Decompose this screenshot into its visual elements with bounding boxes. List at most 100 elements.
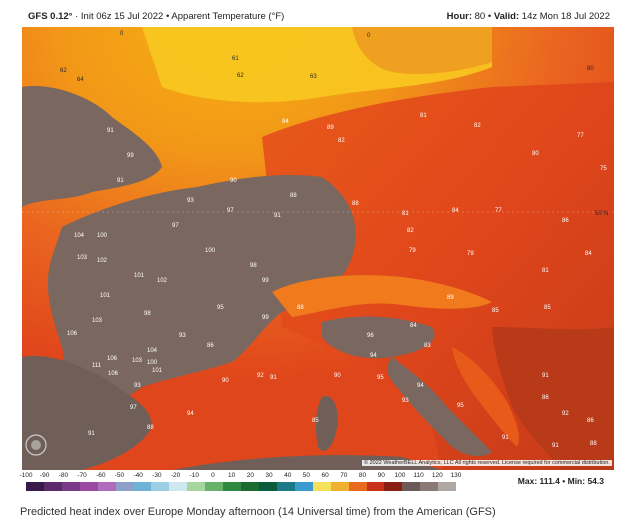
temperature-label: 79 <box>409 248 416 254</box>
north-africa <box>172 455 442 470</box>
iberia-land <box>22 356 152 470</box>
temperature-label: 62 <box>237 73 244 79</box>
scale-tick-label: 60 <box>321 472 329 479</box>
temperature-label: 93 <box>187 198 194 204</box>
france-land <box>47 175 356 412</box>
scale-bar <box>26 482 457 491</box>
denmark-land <box>352 27 492 74</box>
scale-color-swatch <box>223 482 242 491</box>
temperature-label: 101 <box>152 368 163 374</box>
scale-color-swatch <box>187 482 206 491</box>
min-value: 54.3 <box>587 476 604 486</box>
temperature-label: 80 <box>532 151 539 157</box>
scale-tick-label: 100 <box>394 472 406 479</box>
scale-color-swatch <box>330 482 349 491</box>
scale-tick-label: 90 <box>377 472 385 479</box>
scale-color-swatch <box>79 482 98 491</box>
copyright-notice: © 2022 WeatherBELL Analytics, LLC All ri… <box>362 460 612 466</box>
temperature-labels: 0 0 61 62 63 62 64 80 77 80 75 81 82 84 89 82 91 99 91 90 88… <box>60 31 607 449</box>
temperature-label: 90 <box>222 378 229 384</box>
alps-ridge <box>272 275 492 317</box>
model-name: GFS 0.12° <box>28 11 73 22</box>
scale-tick-label: 50 <box>302 472 311 479</box>
temperature-label: 93 <box>134 383 141 389</box>
temperature-label: 88 <box>297 305 304 311</box>
temperature-label: 85 <box>544 305 551 311</box>
scale-color-swatch <box>312 482 331 491</box>
scale-tick-label: -10 <box>189 472 199 479</box>
scale-tick-label: 10 <box>228 472 236 479</box>
temperature-label: 88 <box>147 425 154 431</box>
italy-north <box>322 316 435 359</box>
temperature-label: 100 <box>205 248 216 254</box>
header-left: GFS 0.12° · Init 06z 15 Jul 2022 • Appar… <box>28 11 285 22</box>
temperature-label: 82 <box>474 123 481 129</box>
temperature-label: 91 <box>542 373 549 379</box>
temperature-label: 101 <box>134 273 145 279</box>
weatherbell-logo <box>25 434 47 456</box>
temperature-label: 99 <box>127 153 134 159</box>
scale-color-swatch <box>294 482 313 491</box>
scale-color-swatch <box>348 482 367 491</box>
temperature-label: 94 <box>417 383 424 389</box>
hour-label: Hour: <box>446 11 472 22</box>
temperature-label: 95 <box>217 305 224 311</box>
scale-color-swatch <box>205 482 224 491</box>
temperature-label: 85 <box>312 418 319 424</box>
valid-label: Valid: <box>493 11 520 22</box>
temperature-label: 84 <box>410 323 417 329</box>
hour-value: 80 <box>474 11 486 22</box>
temperature-label: 83 <box>424 343 431 349</box>
temperature-label: 77 <box>577 133 584 139</box>
temperature-label: 81 <box>402 211 409 217</box>
temperature-label: 106 <box>67 331 78 337</box>
parameter-name: Apparent Temperature (°F) <box>171 11 285 22</box>
map-header: GFS 0.12° · Init 06z 15 Jul 2022 • Appar… <box>22 10 614 24</box>
temperature-label: 104 <box>147 348 158 354</box>
scale-color-swatch <box>402 482 421 491</box>
init-time: Init 06z 15 Jul 2022 <box>80 11 164 22</box>
temperature-label: 81 <box>420 113 427 119</box>
temperature-label: 101 <box>100 293 111 299</box>
temperature-label: 84 <box>585 251 592 257</box>
scale-tick-label: 110 <box>413 472 424 479</box>
temperature-label: 91 <box>274 213 281 219</box>
temperature-label: 103 <box>92 318 103 324</box>
scale-tick-label: 80 <box>358 472 367 479</box>
scale-tick-label: -100 <box>19 472 33 479</box>
valid-value: 14z Mon 18 Jul 2022 <box>521 11 610 22</box>
scale-color-swatch <box>151 482 170 491</box>
temperature-label: 62 <box>60 68 67 74</box>
scale-tick-label: -20 <box>170 472 181 479</box>
temperature-label: 102 <box>157 278 168 284</box>
temperature-label: 90 <box>334 373 341 379</box>
latitude-label: 50°N <box>595 211 608 217</box>
temperature-label: 0 <box>120 31 124 37</box>
temperature-label: 86 <box>562 218 569 224</box>
temperature-label: 89 <box>327 125 334 131</box>
scale-tick-label: -80 <box>58 472 69 479</box>
temperature-label: 64 <box>77 77 84 83</box>
temperature-label: 98 <box>144 311 151 317</box>
scale-color-swatch <box>61 482 80 491</box>
temperature-label: 102 <box>97 258 108 264</box>
temperature-label: 97 <box>172 223 179 229</box>
min-label: Min: <box>567 476 586 486</box>
temperature-label: 91 <box>117 178 124 184</box>
temperature-label: 103 <box>132 358 143 364</box>
temperature-label: 61 <box>232 56 239 62</box>
temperature-label: 86 <box>542 395 549 401</box>
temperature-label: 75 <box>600 166 607 172</box>
temperature-label: 88 <box>590 441 597 447</box>
temperature-label: 84 <box>282 119 289 125</box>
temperature-label: 95 <box>457 403 464 409</box>
scale-color-swatch <box>115 482 134 491</box>
scale-tick-label: 20 <box>246 472 254 479</box>
temperature-label: 90 <box>230 178 237 184</box>
scale-color-swatch <box>420 482 439 491</box>
temperature-label: 95 <box>377 375 384 381</box>
max-label: Max: <box>517 476 538 486</box>
temperature-label: 89 <box>447 295 454 301</box>
scale-color-swatch <box>241 482 259 491</box>
temperature-label: 0 <box>367 33 371 39</box>
